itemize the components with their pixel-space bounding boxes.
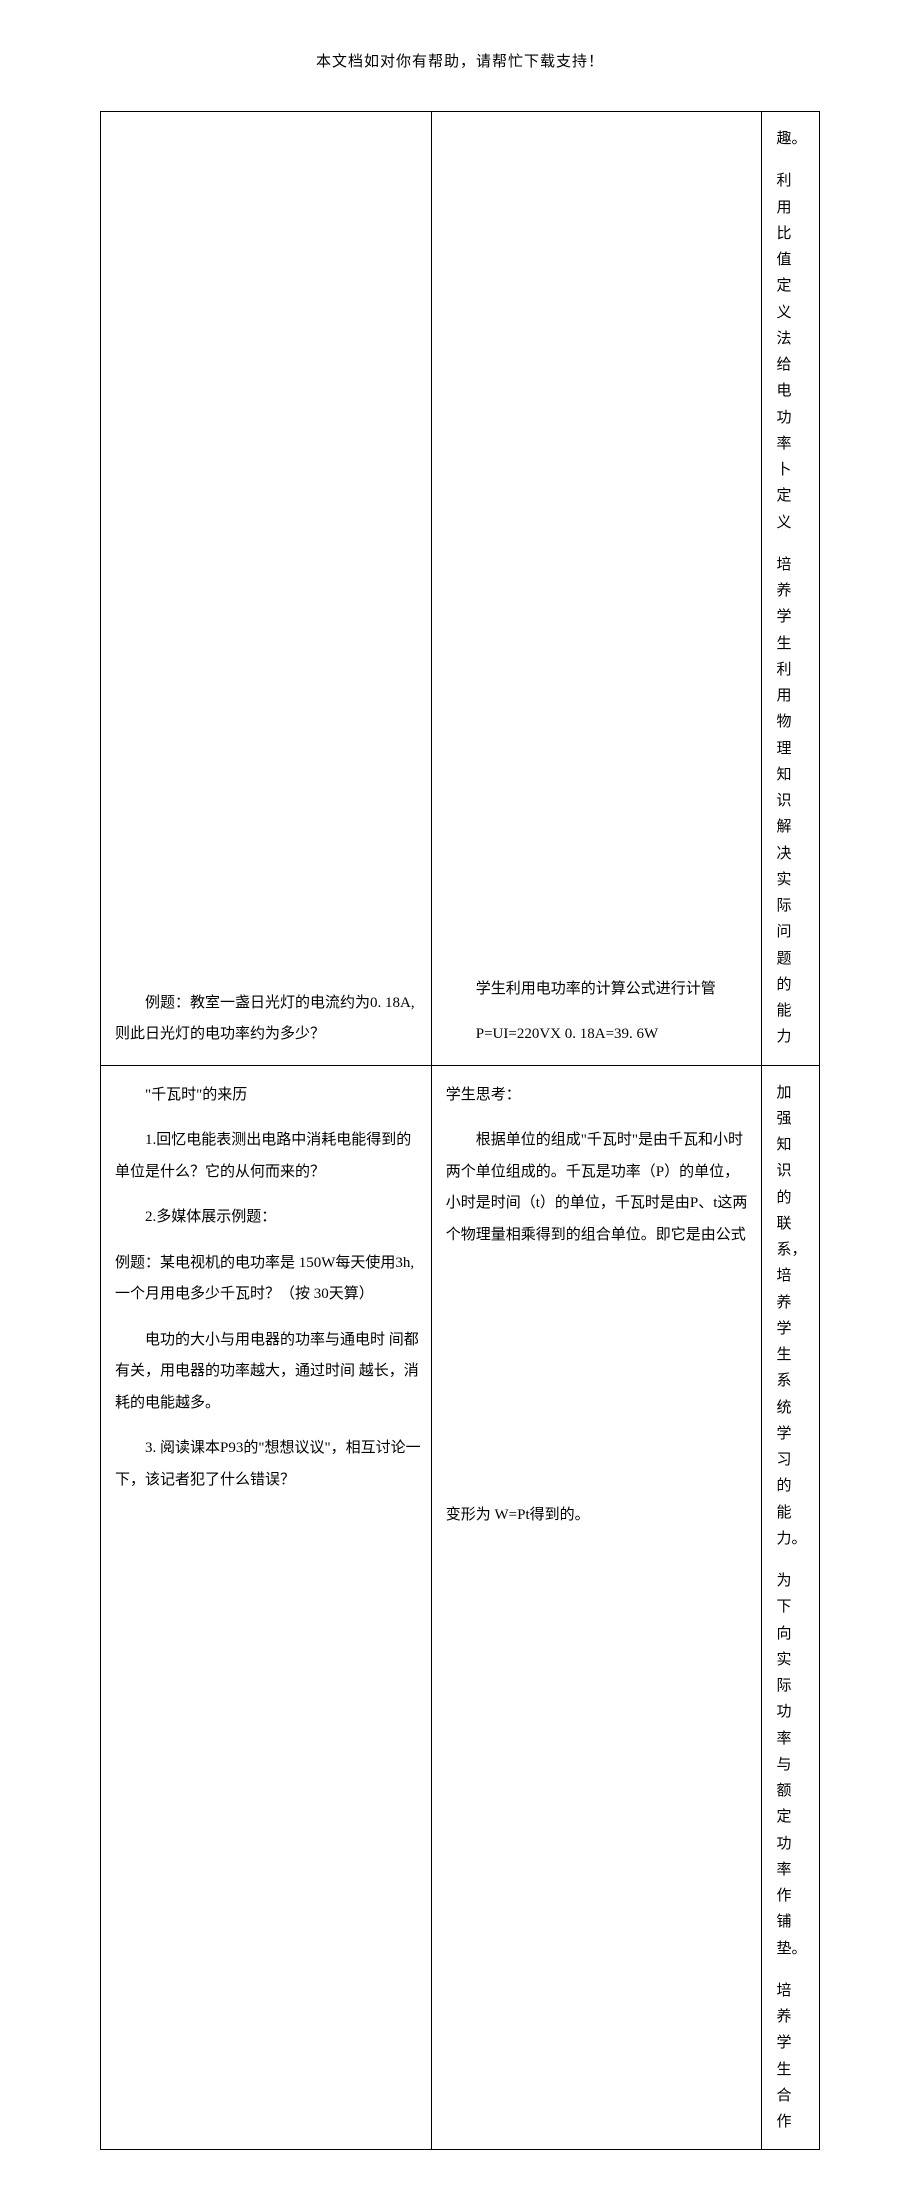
- goal-text: 利用比值定义法给电功率卜定义: [776, 168, 793, 536]
- student-prompt: 学生利用电功率的计算公式进行计管: [446, 974, 752, 1006]
- section-title: "千瓦时"的来历: [115, 1080, 421, 1112]
- goal-text: 培养学生利用物理知识解决实际问题的能力: [776, 552, 793, 1051]
- goal-text: 为下向实际功率与额定功率作铺垫。: [776, 1568, 793, 1962]
- cell-mid-1: 学生利用电功率的计算公式进行计管 P=UI=220VX 0. 18A=39. 6…: [431, 112, 762, 1066]
- cell-mid-2: 学生思考： 根据单位的组成"千瓦时"是由千瓦和小时两个单位组成的。千瓦是功率（P…: [431, 1065, 762, 2150]
- body-text: 变形为 W=Pt得到的。: [446, 1500, 752, 1532]
- student-think-title: 学生思考：: [446, 1080, 752, 1112]
- example-text: 例题：教室一盏日光灯的电流约为0. 18A,则此日光灯的电功率约为多少？: [115, 988, 421, 1051]
- cell-right-2: 加强知识的联系，培养学生系统学习的能力。 为下向实际功率与额定功率作铺垫。 培养…: [762, 1065, 820, 2150]
- lesson-table: 例题：教室一盏日光灯的电流约为0. 18A,则此日光灯的电功率约为多少？ 学生利…: [100, 111, 820, 2150]
- cell-right-1: 趣。 利用比值定义法给电功率卜定义 培养学生利用物理知识解决实际问题的能力: [762, 112, 820, 1066]
- cell-left-1: 例题：教室一盏日光灯的电流约为0. 18A,则此日光灯的电功率约为多少？: [101, 112, 432, 1066]
- table-row: "千瓦时"的来历 1.回忆电能表测出电路中消耗电能得到的单位是什么？它的从何而来…: [101, 1065, 820, 2150]
- body-text: 3. 阅读课本P93的"想想议议"，相互讨论一下，该记者犯了什么错误？: [115, 1433, 421, 1496]
- goal-text: 趣。: [776, 126, 793, 152]
- page: 本文档如对你有帮助，请帮忙下载支持！ 例题：教室一盏日光灯的电流约为0. 18A…: [0, 0, 920, 2210]
- body-text: 电功的大小与用电器的功率与通电时 间都有关，用电器的功率越大，通过时间 越长，消…: [115, 1325, 421, 1420]
- table-row: 例题：教室一盏日光灯的电流约为0. 18A,则此日光灯的电功率约为多少？ 学生利…: [101, 112, 820, 1066]
- body-text: 1.回忆电能表测出电路中消耗电能得到的单位是什么？它的从何而来的？: [115, 1125, 421, 1188]
- goal-text: 培养学生合作: [776, 1978, 793, 2136]
- cell-left-2: "千瓦时"的来历 1.回忆电能表测出电路中消耗电能得到的单位是什么？它的从何而来…: [101, 1065, 432, 2150]
- goal-text: 加强知识的联系，培养学生系统学习的能力。: [776, 1080, 793, 1553]
- body-text: 2.多媒体展示例题：: [115, 1202, 421, 1234]
- header-note: 本文档如对你有帮助，请帮忙下载支持！: [100, 50, 820, 71]
- body-text: 根据单位的组成"千瓦时"是由千瓦和小时两个单位组成的。千瓦是功率（P）的单位，小…: [446, 1125, 752, 1251]
- formula-text: P=UI=220VX 0. 18A=39. 6W: [446, 1019, 752, 1051]
- example-text: 例题：某电视机的电功率是 150W每天使用3h, 一个月用电多少千瓦时？（按 3…: [115, 1248, 421, 1311]
